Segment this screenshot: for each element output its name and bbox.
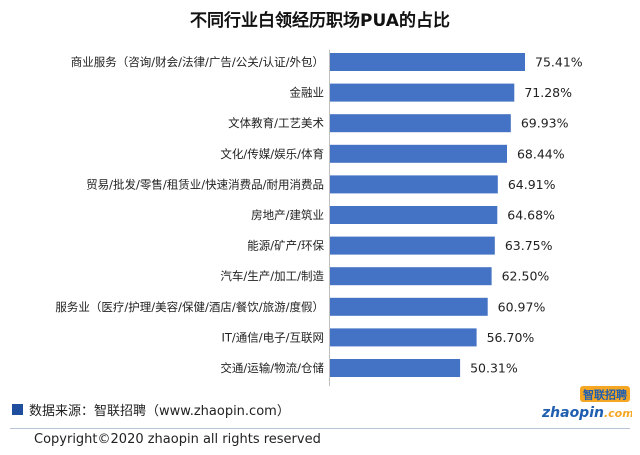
category-label: 文化/传媒/娱乐/体育 [220, 147, 324, 161]
value-label: 69.93% [521, 116, 569, 131]
logo-latin-text: zhaopin [541, 405, 604, 421]
value-label: 56.70% [487, 330, 535, 345]
footer-divider [10, 428, 630, 429]
bar [330, 206, 498, 224]
bar [330, 267, 492, 286]
bar [330, 328, 477, 347]
category-label: 商业服务（咨询/财会/法律/广告/公关/认证/外包） [71, 55, 324, 69]
category-label: 汽车/生产/加工/制造 [220, 269, 324, 283]
svg-text:zhaopin.com: zhaopin.com [541, 405, 632, 421]
value-label: 50.31% [470, 361, 518, 376]
value-label: 68.44% [517, 146, 565, 161]
logo-cn-text: 智联招聘 [583, 388, 627, 402]
category-label: 房地产/建筑业 [251, 208, 324, 222]
category-label: 贸易/批发/零售/租赁业/快速消费品/耐用消费品 [86, 177, 324, 191]
chart-title: 不同行业白领经历职场PUA的占比 [190, 11, 450, 31]
category-label: 交通/运输/物流/仓储 [220, 361, 324, 375]
bar [330, 53, 525, 71]
bar-chart: 商业服务（咨询/财会/法律/广告/公关/认证/外包） 75.41% 金融业 71.28… [55, 50, 583, 386]
bar [330, 297, 488, 316]
value-label: 62.50% [502, 269, 550, 284]
category-label: 金融业 [290, 86, 325, 100]
value-label: 64.91% [508, 177, 556, 192]
zhaopin-logo: 智联招聘 zhaopin.com [541, 386, 632, 421]
category-label: IT/通信/电子/互联网 [221, 330, 324, 344]
bar [330, 359, 461, 377]
value-label: 75.41% [535, 55, 583, 70]
value-label: 64.68% [507, 208, 555, 223]
source-note: 数据来源：智联招聘（www.zhaopin.com） [12, 400, 290, 419]
logo-suffix-text: .com [604, 407, 632, 420]
category-label: 能源/矿产/环保 [247, 239, 324, 253]
source-square-icon [12, 404, 23, 415]
copyright-text: Copyright©2020 zhaopin all rights reserv… [34, 432, 321, 447]
bar [330, 144, 507, 163]
bars-layer: 商业服务（咨询/财会/法律/广告/公关/认证/外包） 75.41% 金融业 71.28… [55, 53, 583, 377]
value-label: 71.28% [524, 85, 572, 100]
category-label: 服务业（医疗/护理/美容/保健/酒店/餐饮/旅游/度假） [55, 300, 324, 314]
value-label: 63.75% [505, 238, 553, 253]
bar [330, 83, 515, 102]
value-label: 60.97% [498, 299, 546, 314]
source-text: 数据来源：智联招聘（www.zhaopin.com） [29, 404, 290, 419]
bar [330, 114, 511, 133]
category-label: 文体教育/工艺美术 [228, 116, 324, 130]
bar [330, 175, 498, 194]
bar [330, 236, 495, 255]
